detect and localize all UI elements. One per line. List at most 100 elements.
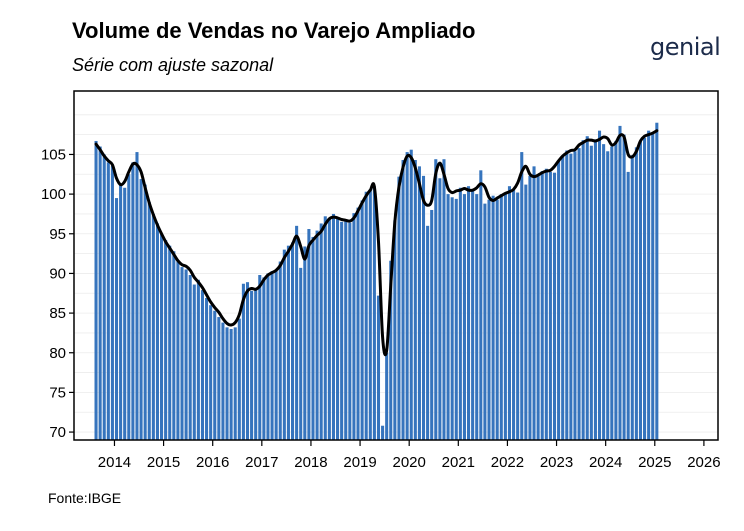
bar: [356, 207, 360, 440]
y-tick-label: 105: [41, 146, 66, 163]
bar: [610, 146, 614, 441]
x-tick-label: 2026: [687, 454, 720, 471]
bar: [409, 149, 413, 441]
bar: [462, 194, 466, 440]
bar: [597, 130, 602, 440]
bar: [360, 200, 364, 440]
bar: [417, 166, 421, 440]
bar: [143, 184, 147, 440]
bar: [643, 137, 647, 440]
bar: [250, 290, 254, 440]
plot-border: [73, 90, 719, 441]
bar: [401, 160, 405, 440]
bar: [102, 154, 106, 441]
bar: [106, 162, 110, 441]
x-tick-label: 2022: [491, 454, 524, 471]
bar: [139, 179, 143, 440]
bar: [327, 218, 331, 440]
bar: [446, 194, 450, 440]
bar: [286, 245, 290, 440]
bar: [254, 289, 258, 440]
bar: [348, 222, 352, 440]
bar: [458, 187, 462, 440]
bar: [131, 162, 135, 441]
line-series: [94, 129, 659, 357]
x-tick-label: 2025: [638, 454, 671, 471]
bar: [299, 267, 303, 440]
bar: [323, 216, 327, 440]
bar: [471, 190, 475, 440]
bar: [180, 267, 184, 440]
bar: [614, 140, 618, 440]
bar: [225, 327, 229, 440]
bar: [573, 151, 577, 441]
bar: [381, 425, 385, 440]
bar: [495, 199, 499, 440]
bar: [483, 203, 487, 440]
bar: [209, 305, 213, 440]
bar: [266, 273, 270, 440]
x-tick-label: 2020: [392, 454, 425, 471]
y-tick-label: 70: [49, 424, 66, 441]
x-tick-label: 2016: [196, 454, 229, 471]
y-tick-label: 80: [49, 345, 66, 362]
bar: [544, 168, 548, 440]
x-tick-label: 2021: [442, 454, 475, 471]
bar: [172, 251, 176, 440]
y-tick-label: 85: [49, 305, 66, 322]
bar: [421, 175, 426, 440]
bar: [507, 186, 512, 440]
bar: [315, 230, 319, 440]
bar: [626, 171, 630, 440]
x-tick-label: 2015: [147, 454, 180, 471]
bar: [258, 275, 262, 440]
bar: [184, 269, 188, 440]
bar: [217, 317, 221, 440]
x-axis: 2014 2015 2016 2017 2018 2019 2020 2021 2022 2023…: [98, 440, 721, 471]
bar: [585, 136, 589, 440]
bar: [245, 282, 250, 440]
bar: [589, 145, 593, 440]
bar: [147, 202, 151, 440]
y-tick-label: 90: [49, 265, 66, 282]
bar: [630, 155, 634, 440]
x-tick-label: 2018: [294, 454, 327, 471]
bar: [114, 198, 119, 440]
bar: [397, 176, 401, 440]
bar: [651, 133, 655, 440]
x-tick-label: 2024: [589, 454, 622, 471]
bar: [454, 198, 458, 440]
chart-subtitle: Série com ajuste sazonal: [72, 55, 274, 75]
bar: [516, 192, 520, 440]
y-axis: 70 75 80 85 90 95 100 105: [41, 146, 74, 441]
bar: [205, 298, 209, 440]
bar: [540, 171, 544, 440]
bar: [536, 175, 540, 440]
bar: [487, 199, 491, 440]
y-tick-label: 95: [49, 226, 66, 243]
chart-title: Volume de Vendas no Varejo Ampliado: [72, 18, 476, 43]
bar: [188, 275, 192, 440]
bar: [200, 290, 205, 440]
bar: [438, 178, 442, 440]
bar: [638, 140, 642, 440]
bar: [295, 225, 299, 440]
bar: [577, 148, 581, 441]
bar: [336, 218, 340, 440]
bar: [385, 352, 389, 440]
bar: [475, 194, 479, 440]
bar: [319, 223, 323, 440]
bar: [331, 213, 335, 440]
bar: [655, 122, 659, 441]
bar: [94, 140, 98, 440]
bar: [548, 171, 552, 440]
bar: [479, 170, 483, 440]
genial-logo: genial: [650, 33, 721, 61]
bar: [160, 233, 164, 440]
bar: [307, 229, 311, 440]
bar: [557, 160, 561, 441]
bar: [135, 152, 139, 440]
bar: [155, 223, 159, 440]
bar-series: [94, 122, 659, 441]
